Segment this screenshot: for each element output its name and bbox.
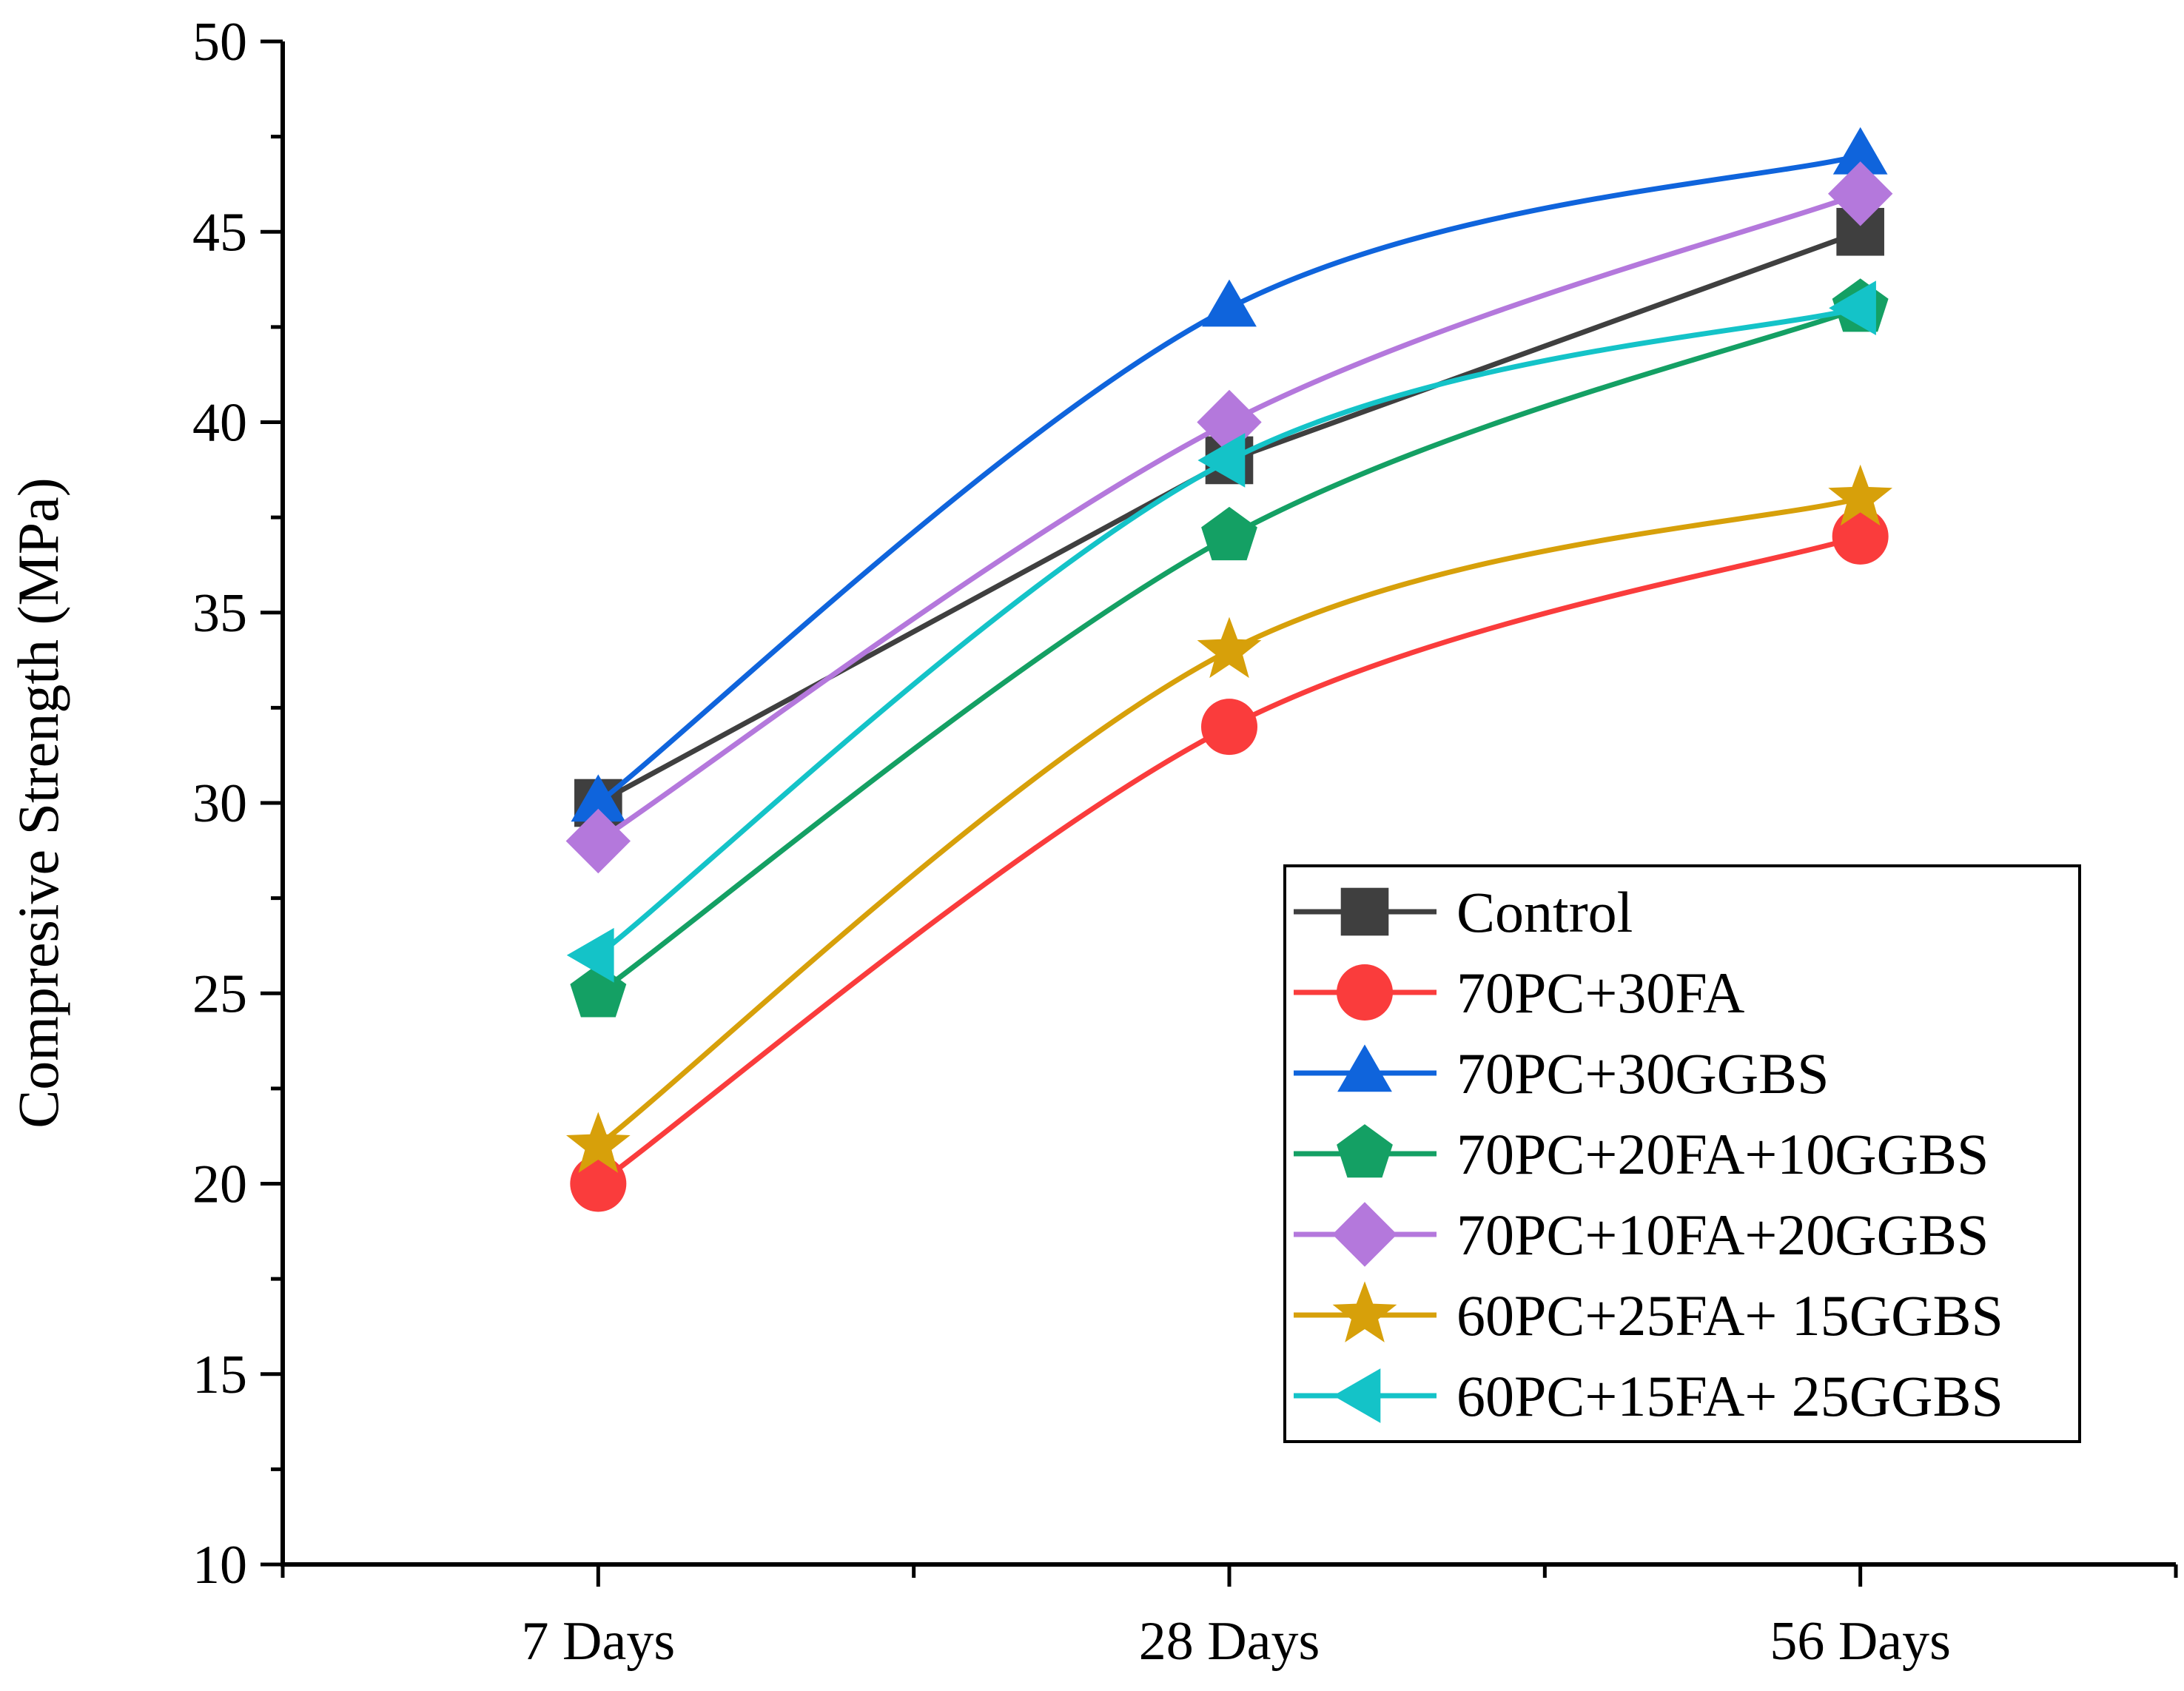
data-point [570, 1155, 627, 1212]
series-line [595, 305, 1864, 958]
series-2 [570, 508, 1889, 1212]
data-point [1832, 508, 1889, 565]
data-point [1832, 127, 1888, 175]
series-7 [566, 280, 1876, 983]
legend-item: 70PC+10FA+20GGBS [1294, 1202, 1989, 1267]
legend-label: 70PC+10FA+20GGBS [1456, 1203, 1989, 1267]
x-tick-label: 7 Days [522, 1611, 676, 1672]
legend-marker [1333, 1368, 1381, 1423]
data-point [1201, 699, 1257, 756]
y-axis-title: Compresive Strength (MPa) [6, 477, 70, 1129]
y-tick-label: 25 [192, 964, 247, 1024]
data-point [1202, 279, 1257, 327]
legend-label: 60PC+15FA+ 25GGBS [1456, 1364, 2003, 1428]
legend-marker [1337, 1124, 1393, 1178]
legend-label: 70PC+20FA+10GGBS [1456, 1122, 1989, 1186]
series-5 [565, 161, 1893, 874]
y-tick-label: 30 [192, 773, 247, 834]
y-tick-label: 10 [192, 1535, 247, 1596]
y-tick-label: 50 [192, 12, 247, 73]
legend-label: 70PC+30GGBS [1456, 1041, 1829, 1106]
y-tick-label: 40 [192, 393, 247, 454]
series-line [595, 495, 1864, 1149]
legend-item: 70PC+30GGBS [1294, 1041, 1829, 1106]
legend-label: 60PC+25FA+ 15GGBS [1456, 1283, 2003, 1348]
legend-item: 70PC+20FA+10GGBS [1294, 1122, 1989, 1186]
y-tick-label: 15 [192, 1345, 247, 1405]
y-tick-label: 35 [192, 583, 247, 644]
legend-label: 70PC+30FA [1456, 961, 1744, 1025]
data-point [1197, 389, 1262, 455]
y-tick-label: 20 [192, 1154, 247, 1215]
data-point [566, 1112, 631, 1173]
data-point [1829, 280, 1876, 335]
x-tick-label: 28 Days [1139, 1611, 1320, 1672]
legend-marker [1337, 964, 1393, 1021]
series-6 [566, 464, 1892, 1173]
legend-marker [1332, 1281, 1397, 1342]
data-point [1828, 161, 1893, 226]
data-point [1197, 616, 1262, 679]
x-tick-label: 56 Days [1770, 1611, 1951, 1672]
data-point [1201, 506, 1257, 561]
legend-item: 60PC+25FA+ 15GGBS [1294, 1281, 2003, 1348]
series-3 [571, 127, 1888, 822]
legend-marker [1337, 1044, 1392, 1092]
legend-marker [1340, 887, 1389, 936]
legend-item: 60PC+15FA+ 25GGBS [1294, 1364, 2003, 1428]
legend-item: Control [1294, 880, 1633, 944]
data-point [571, 774, 626, 822]
data-point [1197, 433, 1246, 488]
legend-label: Control [1456, 880, 1633, 944]
data-point [1828, 464, 1892, 526]
legend-marker [1332, 1202, 1397, 1267]
data-point [565, 808, 631, 874]
legend-item: 70PC+30FA [1294, 961, 1744, 1025]
data-point [566, 927, 614, 983]
y-tick-label: 45 [192, 202, 247, 263]
